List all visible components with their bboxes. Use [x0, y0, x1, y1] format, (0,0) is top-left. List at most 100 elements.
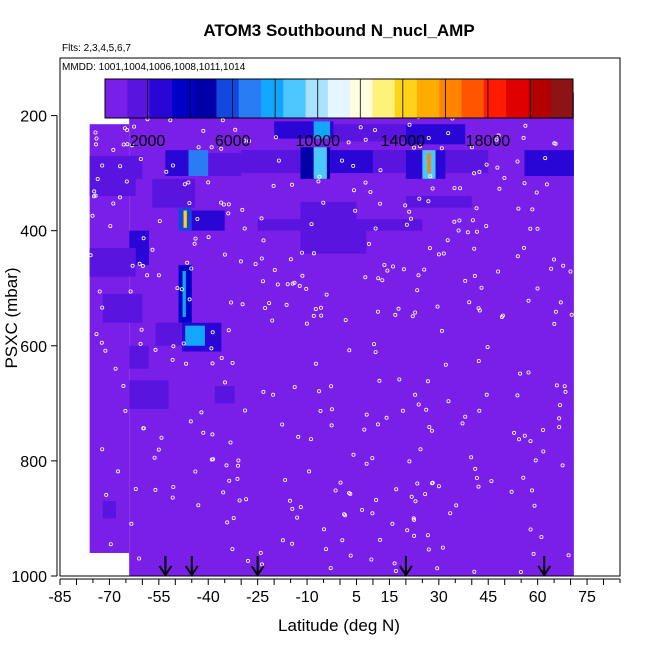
sample-point — [137, 261, 142, 266]
heatmap-cell — [333, 124, 406, 142]
axes: -85 -70 -55 -40 -25 -10 5 15 30 45 60 75 200 400 600 80… — [11, 109, 621, 606]
sample-point — [429, 428, 434, 433]
sample-point — [237, 498, 242, 503]
heatmap-cell — [257, 219, 301, 231]
sample-point — [435, 304, 440, 309]
y-tick-label: 600 — [20, 339, 47, 356]
sample-point — [210, 361, 215, 366]
sample-point — [201, 430, 206, 435]
flight-marker-arrowhead — [250, 565, 265, 577]
chart-title: ATOM3 Southbound N_nucl_AMP — [203, 21, 474, 40]
sample-point — [407, 209, 412, 214]
sample-point — [304, 321, 309, 326]
sample-point — [188, 419, 193, 424]
heatmap-cell — [152, 178, 196, 208]
sample-point — [103, 348, 108, 353]
sample-point — [373, 350, 378, 355]
colorbar-segment — [417, 79, 440, 118]
heatmap-cell — [445, 150, 489, 174]
sample-point — [552, 321, 557, 326]
sample-point — [316, 389, 321, 394]
heatmap-cell — [405, 196, 472, 208]
sample-point — [440, 545, 445, 550]
sample-point — [211, 457, 216, 462]
sample-point — [273, 135, 278, 140]
sample-point — [560, 463, 565, 468]
sample-point — [472, 246, 477, 251]
sample-point — [370, 511, 375, 516]
sample-point — [445, 238, 450, 243]
sample-point — [496, 133, 501, 138]
sample-point — [403, 203, 408, 208]
sample-point — [90, 213, 95, 218]
sample-point — [457, 218, 462, 223]
heatmap-cell — [524, 150, 574, 176]
sample-point — [209, 346, 214, 351]
colorbar-tick-label: 10000 — [295, 133, 340, 150]
sample-point — [557, 424, 562, 429]
sample-point — [512, 430, 517, 435]
sample-point — [230, 360, 235, 365]
colorbar-frame — [104, 78, 574, 119]
sample-point — [346, 140, 351, 145]
sample-point — [563, 389, 568, 394]
colorbar-segment — [149, 79, 173, 118]
sample-point — [393, 569, 398, 574]
sample-point — [206, 235, 211, 240]
sample-point — [201, 128, 206, 133]
sample-point — [295, 515, 300, 520]
sample-point — [280, 538, 285, 543]
sample-point — [417, 144, 422, 149]
sample-point — [230, 547, 235, 552]
sample-point — [428, 174, 433, 179]
colorbar-segment — [327, 79, 351, 118]
x-tick-label: 5 — [352, 589, 361, 606]
sample-point — [231, 516, 236, 521]
sample-point — [235, 476, 240, 481]
sample-point — [292, 385, 297, 390]
sample-point — [348, 491, 353, 496]
sample-point — [436, 252, 441, 257]
sample-point — [108, 224, 113, 229]
heatmap-cell — [191, 210, 225, 231]
sample-point — [226, 328, 231, 333]
sample-point — [424, 407, 429, 412]
sample-point — [299, 250, 304, 255]
sample-point — [94, 142, 99, 147]
sample-point — [413, 310, 418, 315]
sample-point — [235, 463, 240, 468]
colorbar-segment — [171, 79, 195, 118]
sample-point — [271, 183, 276, 188]
sample-point — [496, 269, 501, 274]
sample-point — [397, 377, 402, 382]
sample-point — [530, 207, 535, 212]
sample-point — [553, 309, 558, 314]
sample-point — [209, 145, 214, 150]
sample-point — [329, 407, 334, 412]
x-tick-label: 30 — [430, 589, 448, 606]
sample-point — [259, 216, 264, 221]
sample-point — [128, 289, 133, 294]
sample-point — [436, 484, 441, 489]
sample-point — [509, 489, 514, 494]
sample-point — [233, 127, 238, 132]
sample-point — [222, 380, 227, 385]
heatmap-cell — [89, 178, 136, 197]
sample-point — [425, 533, 430, 538]
sample-point — [333, 488, 338, 493]
colorbar-tick-label: 14000 — [381, 133, 426, 150]
sample-point — [561, 263, 566, 268]
sample-point — [321, 527, 326, 532]
sample-point — [123, 126, 128, 131]
sample-point — [153, 487, 158, 492]
sample-point — [541, 427, 546, 432]
sample-point — [240, 207, 245, 212]
colorbar-segment — [506, 79, 529, 118]
sample-point — [412, 533, 417, 538]
sample-point — [416, 402, 421, 407]
sample-point — [378, 537, 383, 542]
sample-point — [522, 181, 527, 186]
sample-point — [443, 362, 448, 367]
sample-point — [515, 393, 520, 398]
sample-point — [221, 490, 226, 495]
